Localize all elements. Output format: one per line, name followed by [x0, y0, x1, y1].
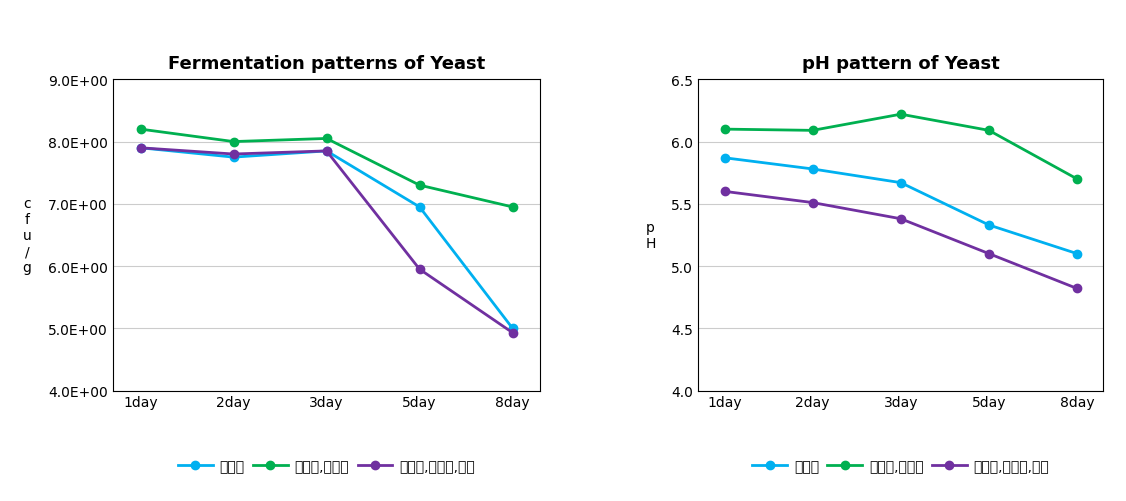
Line: 대두박,구명초,지황: 대두박,구명초,지황: [721, 188, 1081, 293]
대두박,구명초: [134, 127, 148, 133]
대두박,구명초: [413, 183, 427, 189]
Title: pH pattern of Yeast: pH pattern of Yeast: [802, 55, 1000, 73]
Line: 대두박,구명초: 대두박,구명초: [721, 111, 1081, 184]
Line: 대두박,구명초,지황: 대두박,구명초,지황: [136, 144, 517, 337]
Legend: 대두박, 대두박,구명초, 대두박,구명초,지황: 대두박, 대두박,구명초, 대두박,구명초,지황: [172, 453, 481, 478]
대두박: [226, 155, 240, 161]
대두박,구명초,지황: [982, 251, 995, 257]
대두박,구명초,지황: [134, 145, 148, 151]
대두박,구명초,지황: [717, 189, 731, 195]
Y-axis label: c
f
u
/
g: c f u / g: [23, 196, 32, 275]
대두박,구명초: [320, 136, 333, 142]
Legend: 대두박, 대두박,구명초, 대두박,구명초,지황: 대두박, 대두박,구명초, 대두박,구명초,지황: [747, 453, 1055, 478]
대두박,구명초: [806, 128, 820, 134]
대두박: [982, 222, 995, 228]
대두박,구명초,지황: [806, 200, 820, 206]
대두박: [806, 167, 820, 173]
대두박,구명초: [506, 204, 519, 210]
대두박,구명초: [982, 128, 995, 134]
대두박,구명초,지황: [226, 152, 240, 158]
대두박,구명초,지황: [894, 216, 908, 222]
Title: Fermentation patterns of Yeast: Fermentation patterns of Yeast: [168, 55, 485, 73]
대두박: [134, 145, 148, 151]
대두박,구명초,지황: [413, 267, 427, 273]
대두박: [320, 149, 333, 155]
Y-axis label: p
H: p H: [645, 220, 655, 250]
Line: 대두박: 대두박: [721, 154, 1081, 259]
대두박,구명초: [894, 112, 908, 118]
대두박: [506, 326, 519, 332]
대두박,구명초: [226, 139, 240, 145]
대두박: [717, 155, 731, 161]
대두박,구명초,지황: [506, 330, 519, 336]
대두박,구명초: [1071, 176, 1084, 182]
Line: 대두박: 대두박: [136, 144, 517, 333]
대두박: [1071, 251, 1084, 257]
Line: 대두박,구명초: 대두박,구명초: [136, 126, 517, 212]
대두박,구명초: [717, 127, 731, 133]
대두박: [894, 180, 908, 186]
대두박,구명초,지황: [1071, 286, 1084, 292]
대두박,구명초,지황: [320, 149, 333, 155]
대두박: [413, 204, 427, 210]
